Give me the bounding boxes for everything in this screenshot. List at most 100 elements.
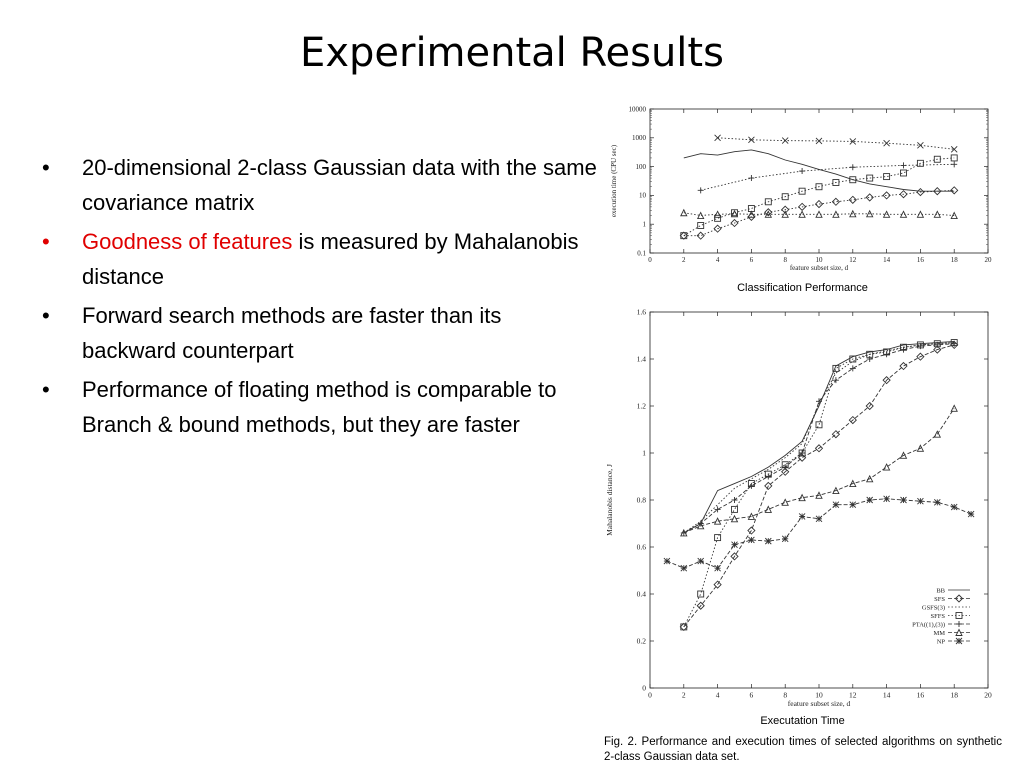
series-line-series-5 bbox=[683, 189, 955, 237]
bullet-item: • Performance of floating method is compa… bbox=[40, 372, 600, 442]
legend-label: NP bbox=[937, 639, 946, 646]
asterisk-marker bbox=[680, 564, 688, 572]
plus-marker bbox=[917, 343, 924, 350]
diamond-marker bbox=[713, 224, 722, 233]
plus-marker bbox=[951, 161, 958, 168]
triangle-marker bbox=[713, 210, 722, 218]
square-marker bbox=[832, 179, 840, 186]
series-line-series-4 bbox=[683, 157, 955, 237]
plus-marker bbox=[832, 377, 839, 384]
series-line-series-3 bbox=[700, 163, 955, 191]
y-axis-label: execution time (CPU sec) bbox=[610, 144, 618, 217]
asterisk-marker bbox=[832, 501, 840, 509]
square-marker bbox=[832, 364, 840, 372]
diamond-marker bbox=[933, 345, 942, 354]
asterisk-marker bbox=[815, 515, 823, 523]
series-line-gsfs-3- bbox=[683, 342, 955, 534]
square-marker bbox=[680, 623, 688, 631]
slide-title: Experimental Results bbox=[300, 30, 724, 76]
plus-marker bbox=[900, 162, 907, 169]
diamond-marker bbox=[831, 197, 841, 206]
asterisk-marker bbox=[933, 499, 941, 506]
triangle-marker bbox=[747, 512, 756, 520]
square-marker bbox=[714, 214, 722, 222]
asterisk-marker bbox=[781, 535, 789, 543]
triangle-marker bbox=[815, 210, 823, 218]
x-marker bbox=[815, 137, 823, 145]
asterisk-marker bbox=[663, 557, 671, 565]
triangle-marker bbox=[781, 210, 789, 218]
triangle-marker bbox=[815, 491, 823, 499]
diamond-marker bbox=[882, 376, 891, 385]
triangle-marker bbox=[764, 210, 773, 218]
series-line-series-2 bbox=[717, 137, 955, 150]
y-tick-label: 1.2 bbox=[637, 402, 647, 411]
triangle-marker bbox=[899, 451, 908, 459]
square-marker bbox=[731, 505, 738, 513]
plus-marker bbox=[782, 464, 789, 471]
triangle-marker bbox=[849, 209, 857, 218]
x-marker bbox=[849, 138, 857, 145]
plus-marker bbox=[714, 506, 721, 513]
square-marker bbox=[955, 612, 963, 619]
series-line-mm bbox=[683, 408, 955, 534]
plus-marker bbox=[765, 473, 772, 480]
diamond-marker bbox=[950, 186, 959, 195]
x-tick-label: 10 bbox=[815, 691, 823, 700]
x-tick-label: 0 bbox=[648, 691, 652, 700]
square-marker bbox=[781, 193, 789, 201]
plus-marker bbox=[799, 168, 806, 175]
bullet-item: • Goodness of features is measured by Mah… bbox=[40, 224, 600, 294]
diamond-marker bbox=[713, 580, 722, 589]
diamond-marker bbox=[814, 444, 824, 453]
bullet-list: • 20-dimensional 2-class Gaussian data wi… bbox=[40, 150, 600, 446]
diamond-marker bbox=[797, 453, 807, 462]
square-marker bbox=[950, 154, 958, 162]
plus-marker bbox=[956, 621, 962, 627]
square-marker bbox=[916, 159, 924, 167]
x-marker bbox=[714, 134, 721, 142]
x-marker bbox=[883, 139, 890, 147]
square-marker bbox=[849, 355, 857, 363]
square-marker bbox=[714, 534, 722, 542]
asterisk-marker bbox=[798, 513, 806, 520]
asterisk-marker bbox=[748, 536, 755, 544]
x-tick-label: 0 bbox=[648, 256, 652, 264]
x-marker bbox=[781, 137, 789, 144]
execution-time-chart: 0 2 4 6 8 10 12 14 16 18 20 0.1 1 10 100 1000 10000 featu… bbox=[610, 105, 992, 272]
diamond-marker bbox=[831, 430, 841, 439]
triangle-marker bbox=[955, 628, 963, 636]
bottom-chart-caption: Executation Time bbox=[760, 715, 845, 727]
plus-marker bbox=[866, 356, 873, 362]
square-marker bbox=[731, 209, 738, 217]
diamond-marker bbox=[696, 231, 705, 240]
x-marker bbox=[748, 136, 755, 144]
x-tick-label: 2 bbox=[682, 256, 686, 264]
triangle-marker bbox=[865, 209, 874, 218]
diamond-marker bbox=[882, 191, 891, 200]
square-marker bbox=[883, 173, 891, 181]
diamond-marker bbox=[899, 190, 908, 199]
x-tick-label: 4 bbox=[716, 256, 720, 264]
y-tick-label: 10000 bbox=[629, 105, 647, 113]
series-line-sffs bbox=[683, 342, 955, 628]
diamond-marker bbox=[679, 622, 688, 632]
y-tick-label: 1000 bbox=[632, 134, 647, 142]
x-marker bbox=[917, 141, 924, 149]
top-chart-caption: Classification Performance bbox=[737, 282, 868, 294]
plus-marker bbox=[849, 164, 856, 171]
y-tick-label: 1.4 bbox=[637, 355, 647, 364]
square-marker bbox=[815, 183, 823, 191]
triangle-marker bbox=[730, 209, 739, 218]
triangle-marker bbox=[916, 210, 925, 218]
x-tick-label: 4 bbox=[716, 691, 720, 700]
x-tick-label: 14 bbox=[883, 691, 891, 700]
triangle-marker bbox=[933, 430, 942, 438]
triangle-marker bbox=[933, 210, 942, 218]
diamond-marker bbox=[696, 601, 705, 610]
diamond-marker bbox=[916, 352, 925, 361]
bullet-text: Forward search methods are faster than i… bbox=[82, 303, 502, 363]
bullet-dot-icon: • bbox=[42, 303, 50, 328]
mahalanobis-distance-chart: 0 2 4 6 8 10 12 14 16 18 20 0 0.2 0.4 0.6 0.8 1 1.2 1.4 1.6… bbox=[605, 308, 992, 709]
diamond-marker bbox=[865, 193, 874, 202]
